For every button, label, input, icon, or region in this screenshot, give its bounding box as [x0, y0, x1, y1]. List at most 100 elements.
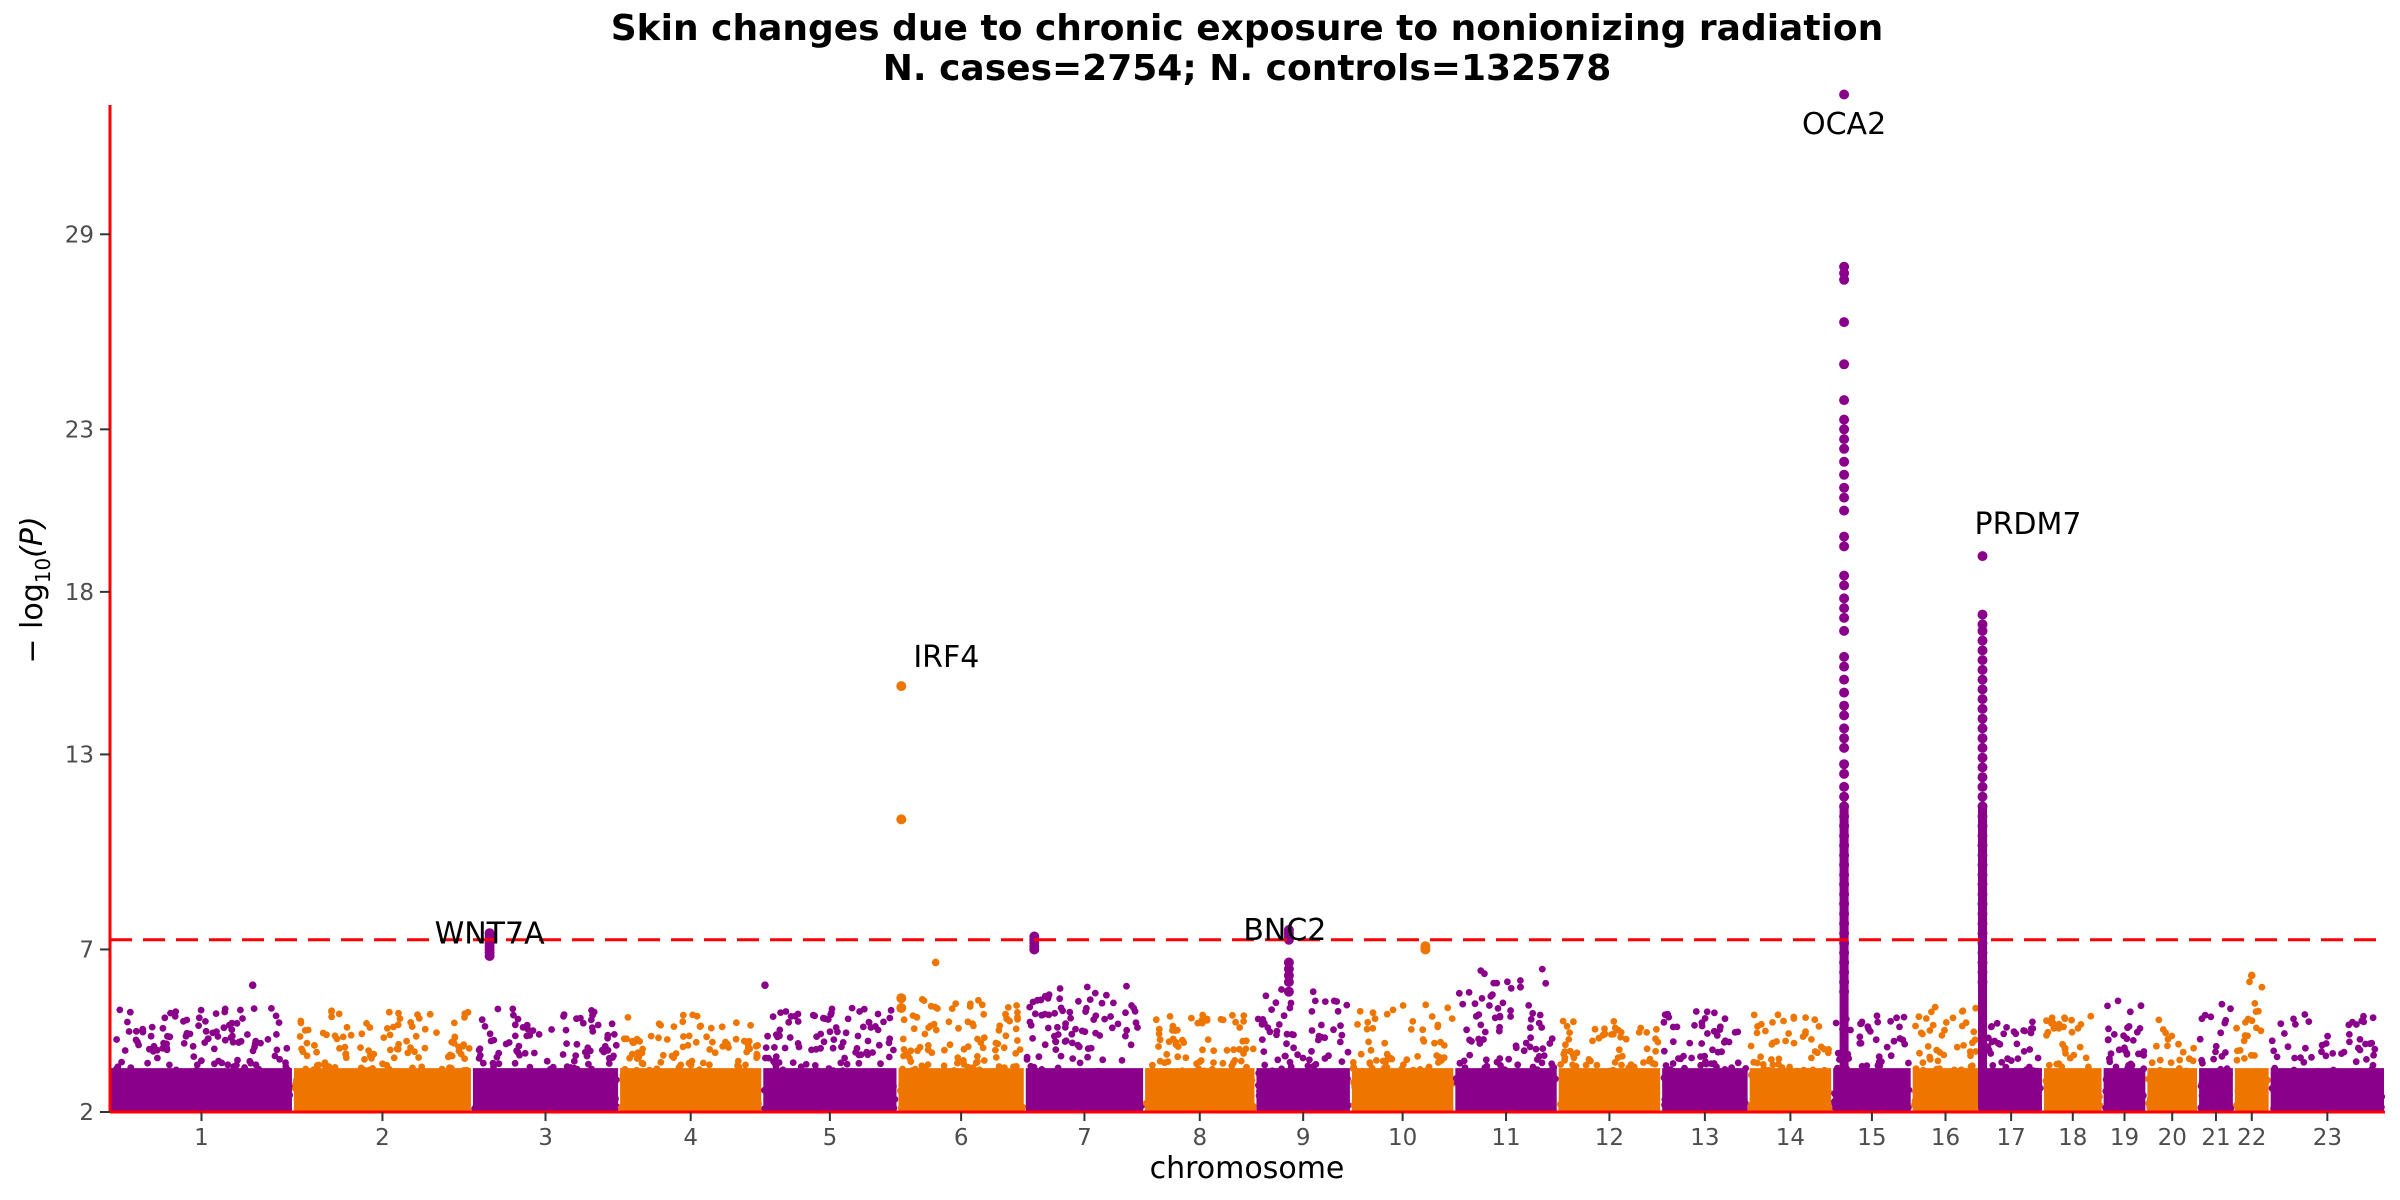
- snp-point: [144, 1059, 152, 1067]
- snp-point: [507, 1104, 515, 1112]
- snp-point: [839, 1067, 847, 1074]
- snp-point: [1236, 1024, 1244, 1031]
- snp-point: [1247, 1099, 1255, 1107]
- snp-point: [1031, 1066, 1039, 1074]
- snp-point: [2318, 1048, 2325, 1056]
- snp-point: [1412, 1088, 1419, 1096]
- snp-point: [1968, 1062, 1976, 1070]
- snp-point: [830, 1067, 837, 1074]
- snp-point: [2016, 1070, 2024, 1077]
- snp-point: [2303, 1076, 2311, 1084]
- snp-point: [1239, 1067, 1246, 1075]
- snp-point: [958, 1103, 966, 1110]
- peak-snp-point: [1977, 752, 1988, 763]
- snp-point: [1199, 1011, 1207, 1019]
- snp-point: [1265, 1100, 1272, 1107]
- snp-point: [1308, 1105, 1316, 1112]
- snp-point: [2244, 1105, 2251, 1113]
- snp-point: [1722, 1097, 1730, 1104]
- snp-point: [535, 1031, 543, 1038]
- snp-point: [865, 1019, 873, 1026]
- snp-point: [1483, 1070, 1490, 1078]
- snp-point: [1987, 1083, 1995, 1091]
- peak-snp-point: [1839, 570, 1850, 581]
- snp-point: [1874, 1018, 1882, 1026]
- snp-point: [1093, 1084, 1101, 1092]
- snp-point: [2048, 1097, 2056, 1104]
- peak-snp-point: [1839, 687, 1850, 698]
- snp-point: [585, 1060, 592, 1068]
- snp-point: [369, 1078, 376, 1086]
- snp-point: [436, 1069, 443, 1077]
- snp-point: [1330, 1026, 1337, 1034]
- snp-point: [964, 1063, 972, 1071]
- snp-point: [1431, 1039, 1438, 1047]
- snp-point: [707, 1024, 715, 1032]
- snp-point: [1887, 1017, 1894, 1025]
- snp-point: [1947, 1103, 1955, 1111]
- snp-point: [374, 1101, 382, 1109]
- snp-point: [1424, 1065, 1432, 1072]
- snp-point: [1462, 1093, 1469, 1101]
- snp-point: [649, 1086, 657, 1093]
- peak-snp-point: [1839, 492, 1850, 503]
- x-tick-label: 16: [1931, 1125, 1960, 1151]
- snp-point: [1132, 1071, 1140, 1079]
- snp-point: [274, 1088, 281, 1096]
- peak-snp-point: [1420, 944, 1431, 955]
- snp-point: [1308, 1008, 1316, 1015]
- snp-point: [244, 1031, 251, 1038]
- snp-point: [1480, 1092, 1487, 1100]
- snp-point: [1933, 1065, 1941, 1073]
- snp-point: [1548, 1035, 1556, 1043]
- snp-point: [335, 1010, 343, 1018]
- snp-point: [1713, 1032, 1721, 1039]
- snp-point: [2001, 1088, 2009, 1096]
- snp-point: [241, 1064, 249, 1071]
- chart-subtitle: N. cases=2754; N. controls=132578: [883, 48, 1612, 89]
- snp-point: [1114, 1020, 1122, 1028]
- snp-point: [313, 1062, 321, 1069]
- x-tick-label: 19: [2110, 1125, 2139, 1151]
- snp-point: [1778, 1105, 1786, 1113]
- snp-point: [605, 1054, 613, 1062]
- snp-point: [1457, 1078, 1465, 1086]
- snp-point: [1971, 1036, 1979, 1044]
- snp-point: [1330, 1091, 1338, 1099]
- snp-point: [311, 1078, 319, 1085]
- snp-point: [1489, 991, 1496, 999]
- snp-point: [1202, 1105, 1210, 1113]
- snp-point: [2190, 1044, 2198, 1052]
- peak-snp-point: [1839, 603, 1850, 614]
- snp-point: [1465, 989, 1473, 996]
- snp-point: [977, 1093, 984, 1101]
- snp-point: [249, 1104, 257, 1111]
- snp-point: [612, 1041, 620, 1049]
- snp-point: [316, 1088, 324, 1096]
- snp-point: [572, 1096, 580, 1103]
- snp-point: [992, 1054, 1000, 1061]
- snp-point: [114, 1063, 122, 1071]
- snp-point: [180, 1040, 188, 1047]
- snp-point: [1369, 1024, 1377, 1032]
- snp-point: [386, 1104, 393, 1112]
- snp-point: [328, 1079, 336, 1087]
- snp-point: [1969, 1099, 1977, 1107]
- snp-point: [833, 1105, 841, 1112]
- snp-point: [1856, 1033, 1864, 1041]
- snp-point: [166, 1061, 173, 1069]
- snp-point: [1662, 1062, 1670, 1069]
- snp-point: [1572, 1063, 1580, 1070]
- chromosome-points-20: [2145, 1016, 2198, 1113]
- snp-point: [1275, 1021, 1283, 1028]
- snp-point: [1419, 1026, 1427, 1034]
- snp-point: [1368, 1092, 1376, 1100]
- snp-point: [1562, 1041, 1569, 1049]
- snp-point: [1470, 1097, 1478, 1105]
- snp-point: [420, 1072, 428, 1080]
- snp-point: [1880, 1082, 1888, 1090]
- snp-point: [1611, 1089, 1619, 1097]
- snp-point: [1489, 1086, 1496, 1094]
- snp-point: [1929, 1021, 1937, 1029]
- snp-point: [490, 1036, 498, 1044]
